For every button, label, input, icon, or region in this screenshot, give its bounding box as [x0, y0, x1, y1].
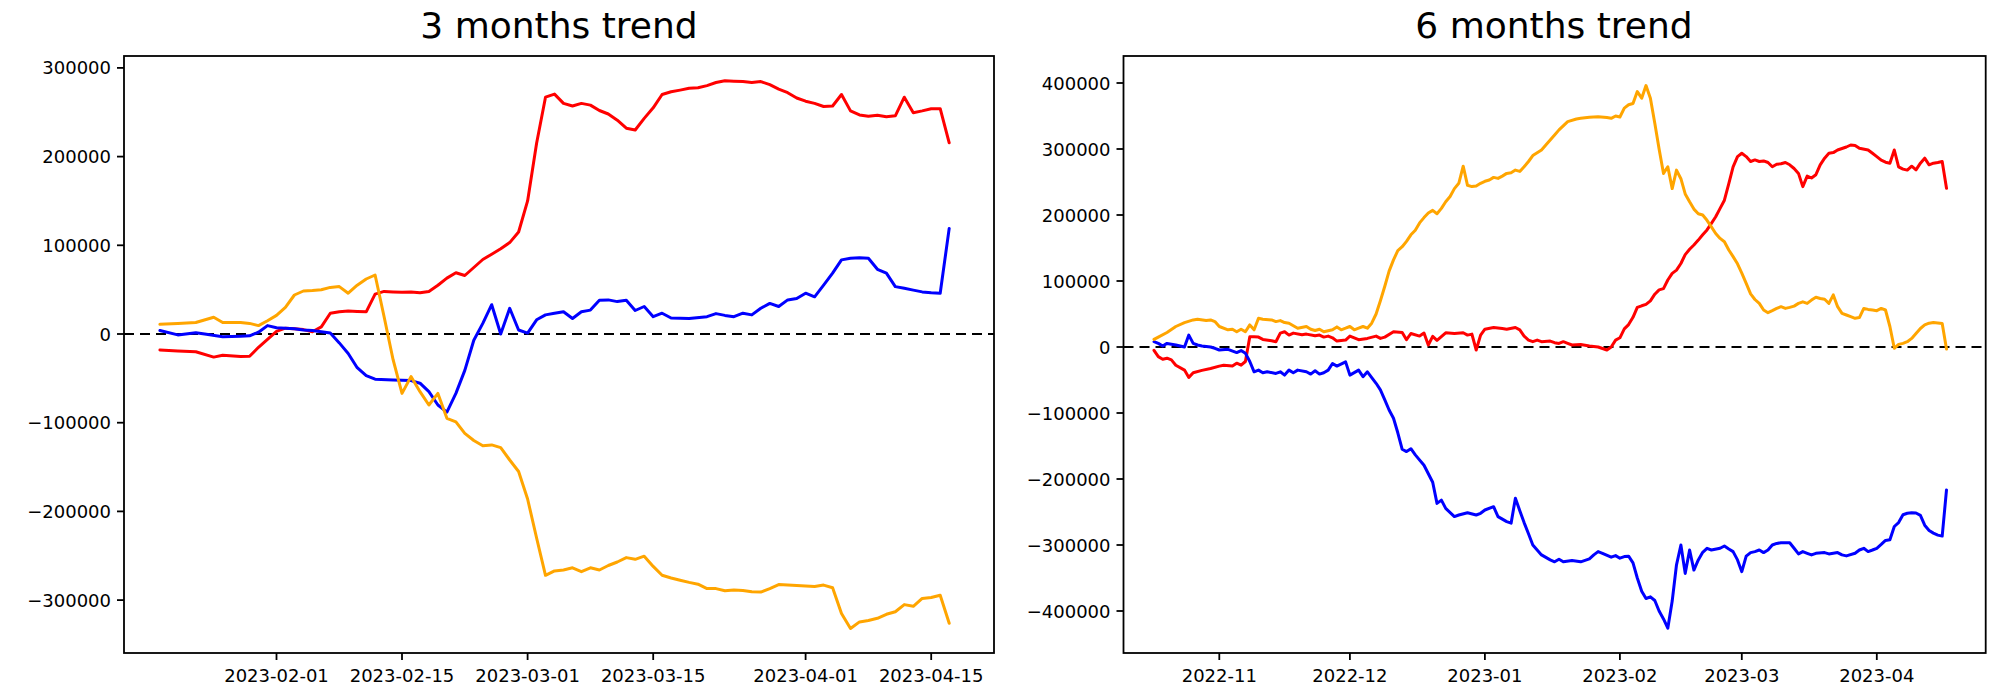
blue-series-line: [160, 228, 949, 412]
chart-title-3-months: 3 months trend: [420, 5, 697, 46]
y-tick-label: −400000: [1027, 601, 1111, 622]
x-tick-label: 2023-04-15: [879, 665, 984, 686]
figure-canvas: 300000 200000 100000 0 −100000 −200000 −300000…: [0, 0, 2000, 700]
y-tick-label: 400000: [1042, 73, 1111, 94]
x-tick-label: 2023-02-15: [350, 665, 455, 686]
chart-3-months-trend: 300000 200000 100000 0 −100000 −200000 −300000…: [27, 56, 994, 686]
x-tick-label: 2022-12: [1312, 665, 1387, 686]
chart-title-6-months: 6 months trend: [1415, 5, 1692, 46]
y-tick-label: 0: [100, 324, 111, 345]
x-tick-label: 2023-03: [1704, 665, 1779, 686]
chart-6-months-trend: 400000 300000 200000 100000 0 −100000 −200000 −…: [1027, 56, 1986, 686]
blue-series-line: [1154, 335, 1947, 628]
y-tick-label: −300000: [27, 590, 111, 611]
x-tick-label: 2023-02: [1582, 665, 1657, 686]
x-tick-label: 2023-01: [1447, 665, 1522, 686]
red-series-line: [1154, 145, 1947, 377]
y-tick-label: −200000: [1027, 469, 1111, 490]
orange-series-line: [1154, 86, 1947, 349]
axes-box: [124, 56, 994, 653]
y-tick-label: 100000: [1042, 271, 1111, 292]
trend-charts-svg: 300000 200000 100000 0 −100000 −200000 −300000…: [0, 0, 2000, 700]
x-tick-label: 2023-04-01: [753, 665, 858, 686]
y-tick-label: 300000: [1042, 139, 1111, 160]
x-tick-label: 2023-04: [1839, 665, 1914, 686]
y-tick-label: −300000: [1027, 535, 1111, 556]
y-tick-label: −200000: [27, 501, 111, 522]
y-tick-label: 100000: [42, 235, 111, 256]
x-tick-label: 2023-03-15: [601, 665, 706, 686]
x-tick-label: 2023-03-01: [475, 665, 580, 686]
x-tick-label: 2022-11: [1182, 665, 1257, 686]
y-tick-label: 200000: [1042, 205, 1111, 226]
x-tick-label: 2023-02-01: [224, 665, 329, 686]
y-tick-label: −100000: [27, 412, 111, 433]
y-tick-label: 0: [1099, 337, 1110, 358]
y-tick-label: 300000: [42, 57, 111, 78]
y-tick-label: 200000: [42, 146, 111, 167]
y-tick-label: −100000: [1027, 403, 1111, 424]
